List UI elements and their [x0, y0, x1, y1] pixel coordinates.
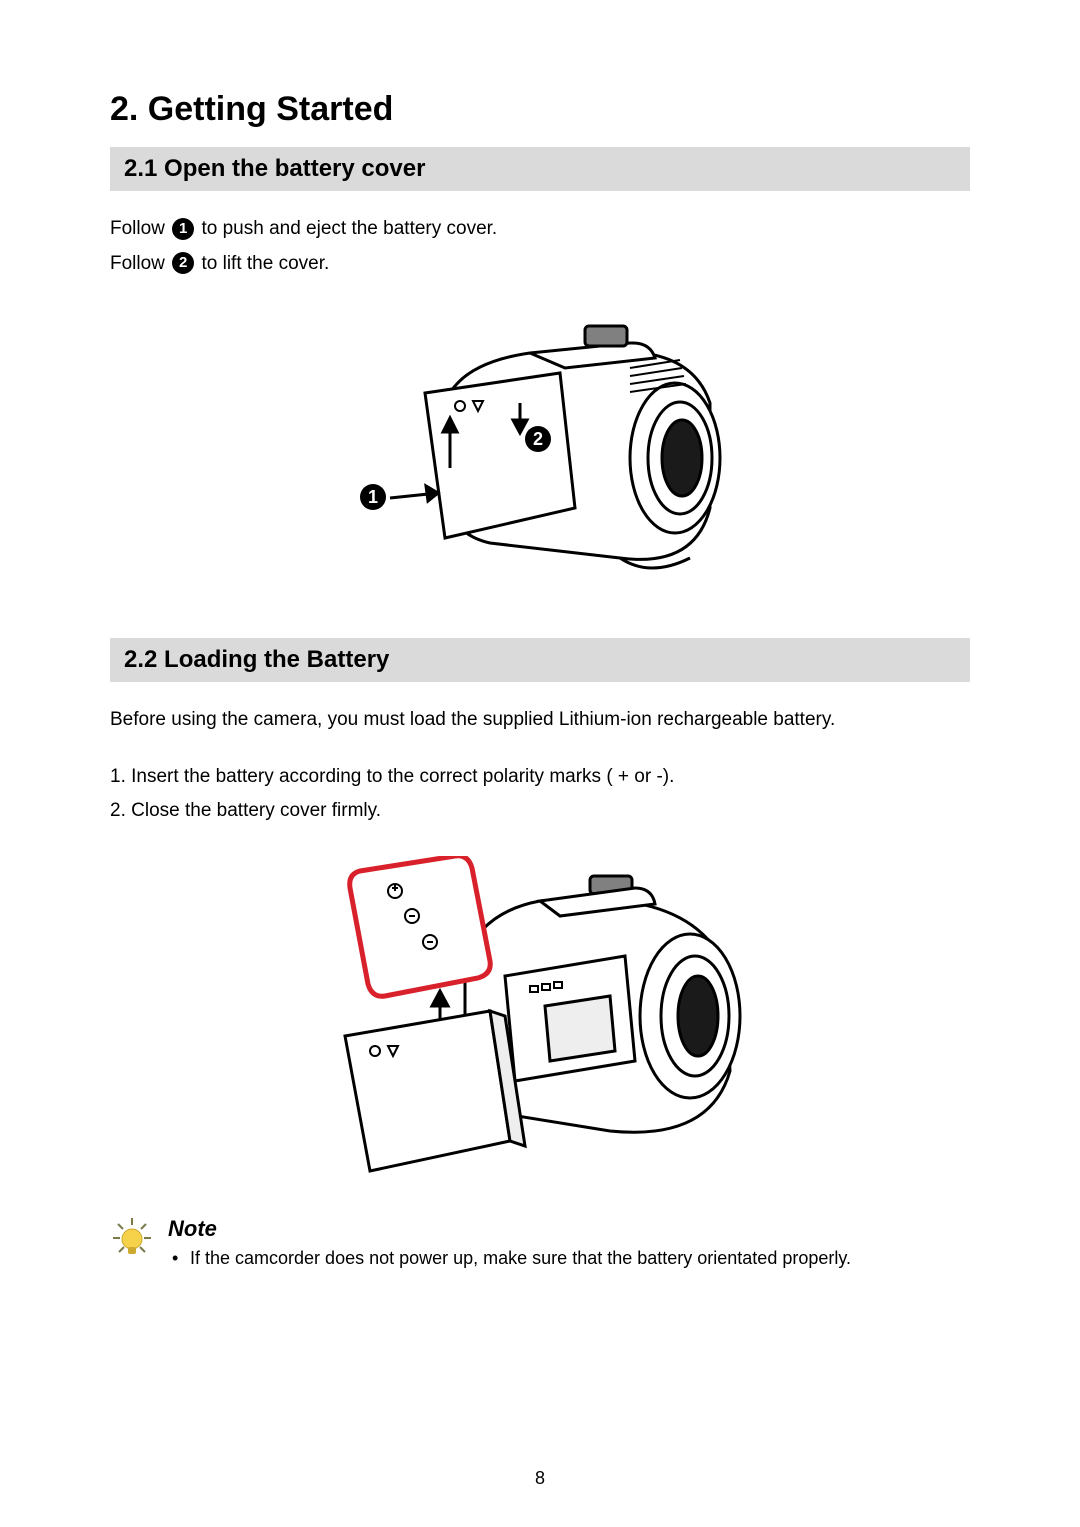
callout-number-1-icon: 1	[360, 484, 386, 510]
chapter-title: 2. Getting Started	[110, 90, 970, 129]
step-1: 1. Insert the battery according to the c…	[110, 763, 970, 792]
text-fragment: Follow	[110, 218, 170, 239]
note-title: Note	[168, 1216, 851, 1242]
callout-number-2-icon: 2	[525, 426, 551, 452]
lightbulb-icon	[110, 1216, 154, 1260]
note-block: Note If the camcorder does not power up,…	[110, 1216, 970, 1269]
figure-load-battery	[110, 856, 970, 1176]
section-heading-2-1: 2.1 Open the battery cover	[110, 147, 970, 191]
instruction-line-2: Follow 2 to lift the cover.	[110, 250, 970, 279]
circled-number-2-icon: 2	[172, 252, 194, 274]
section-heading-2-2: 2.2 Loading the Battery	[110, 638, 970, 682]
note-content: Note If the camcorder does not power up,…	[168, 1216, 851, 1269]
battery-loading-illustration-icon	[290, 856, 790, 1176]
text-fragment: Follow	[110, 253, 170, 274]
text-fragment: to lift the cover.	[201, 253, 329, 274]
figure-open-battery-cover: 1 2	[110, 308, 970, 598]
section-2-1-body: Follow 1 to push and eject the battery c…	[110, 215, 970, 278]
page-number: 8	[0, 1468, 1080, 1489]
step-2: 2. Close the battery cover firmly.	[110, 797, 970, 826]
note-bullet-1: If the camcorder does not power up, make…	[168, 1248, 851, 1269]
text-fragment: to push and eject the battery cover.	[201, 218, 497, 239]
instruction-line-1: Follow 1 to push and eject the battery c…	[110, 215, 970, 244]
section-2-2-intro: Before using the camera, you must load t…	[110, 706, 970, 735]
circled-number-1-icon: 1	[172, 218, 194, 240]
camcorder-illustration-icon	[330, 308, 750, 598]
